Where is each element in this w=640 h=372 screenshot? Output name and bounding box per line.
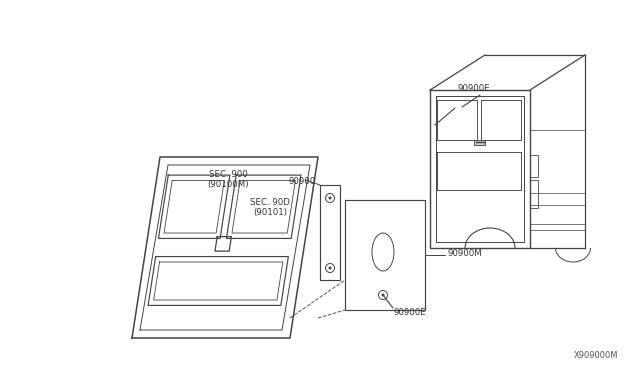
Bar (530, 180, 538, 208)
Text: SEC. 90D
(90101): SEC. 90D (90101) (250, 198, 290, 217)
Circle shape (381, 294, 385, 296)
Text: 90900: 90900 (289, 176, 316, 186)
Text: 90900M: 90900M (447, 250, 482, 259)
Bar (530, 155, 538, 177)
Circle shape (328, 196, 332, 199)
Bar (474, 140, 485, 145)
Text: X909000M: X909000M (573, 351, 618, 360)
Circle shape (328, 266, 332, 269)
Text: SEC. 900
(90100M): SEC. 900 (90100M) (207, 170, 249, 189)
Text: 90900E: 90900E (457, 83, 490, 93)
Text: 90900E: 90900E (393, 308, 426, 317)
